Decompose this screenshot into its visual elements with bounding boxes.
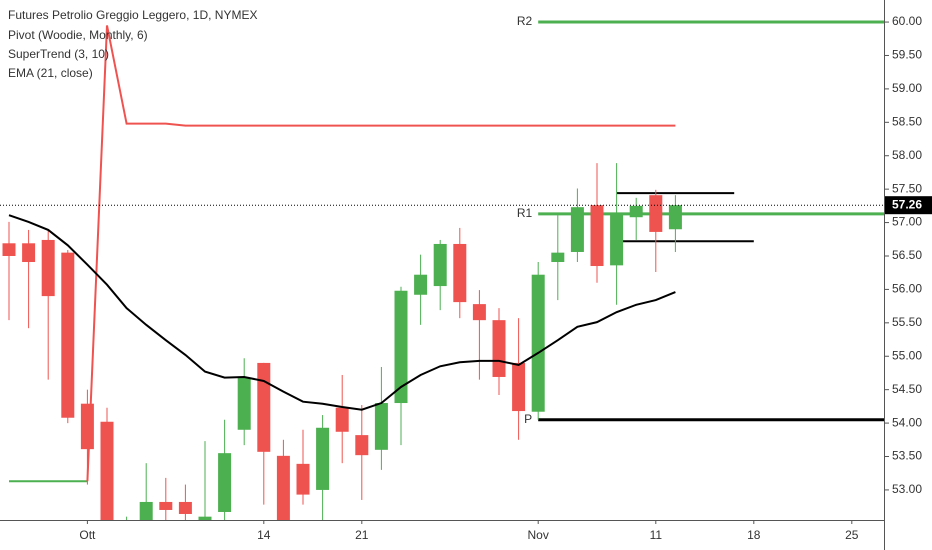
y-tick-label: 53.00 (892, 482, 922, 496)
x-tick-label: Ott (79, 528, 96, 542)
x-tick-label: 21 (355, 528, 369, 542)
candle-body (316, 427, 330, 490)
y-tick-label: 59.50 (892, 48, 922, 62)
candle-body (276, 455, 290, 520)
chart-title: Futures Petrolio Greggio Leggero, 1D, NY… (8, 8, 257, 22)
y-tick-label: 56.00 (892, 282, 922, 296)
y-tick-label: 56.50 (892, 248, 922, 262)
candle-body (100, 421, 114, 520)
y-tick-label: 55.50 (892, 315, 922, 329)
candle-body (296, 463, 310, 495)
candle-body (237, 377, 251, 430)
x-tick-label: 18 (747, 528, 761, 542)
indicator-label: EMA (21, close) (8, 66, 93, 80)
pivot-label: P (524, 412, 532, 426)
candle-body (668, 205, 682, 230)
candle-body (512, 362, 526, 412)
candle-body (649, 195, 663, 232)
y-tick-label: 54.00 (892, 415, 922, 429)
candle-body (61, 252, 75, 418)
y-tick-label: 53.50 (892, 449, 922, 463)
ema-line (8, 214, 676, 411)
candle-body (80, 403, 94, 450)
candle-body (472, 304, 486, 321)
x-tick-label: 11 (650, 528, 663, 542)
candle-body (374, 403, 388, 450)
candle-body (610, 213, 624, 266)
plot-area: R2 R1 P (0, 14, 884, 520)
y-tick-label: 57.50 (892, 181, 922, 195)
y-tick-label: 55.00 (892, 348, 922, 362)
candle-body (218, 453, 232, 512)
candle-body (355, 435, 369, 456)
candle-body (139, 501, 153, 520)
indicator-label: Pivot (Woodie, Monthly, 6) (8, 28, 148, 42)
y-tick-label: 58.50 (892, 114, 922, 128)
last-price-box (885, 196, 932, 215)
candle-body (41, 239, 55, 297)
candle-body (22, 243, 36, 263)
candle-body (492, 320, 506, 377)
candle-body (159, 501, 173, 510)
last-price-label: 57.26 (892, 197, 922, 211)
candle-body (531, 274, 545, 412)
candle-body (257, 362, 271, 452)
x-tick-label: Nov (528, 528, 549, 542)
x-tick-label: 14 (257, 528, 271, 542)
candle-body (198, 516, 212, 520)
candle-body (178, 501, 192, 514)
y-tick-label: 59.00 (892, 81, 922, 95)
candle-body (551, 252, 565, 263)
candle-body (433, 243, 447, 287)
y-tick-label: 54.50 (892, 382, 922, 396)
y-tick-label: 58.00 (892, 148, 922, 162)
pivot-label: R1 (517, 206, 533, 220)
pivot-label: R2 (517, 14, 533, 28)
candle-body (2, 243, 16, 256)
y-tick-label: 60.00 (892, 14, 922, 28)
candle-body (335, 407, 349, 432)
y-tick-label: 57.00 (892, 215, 922, 229)
candle-body (629, 205, 643, 218)
candle-body (414, 274, 428, 295)
candle-body (394, 290, 408, 404)
candle-body (590, 205, 604, 267)
candle-body (570, 207, 584, 252)
indicator-label: SuperTrend (3, 10) (8, 47, 109, 61)
x-tick-label: 25 (845, 528, 859, 542)
supertrend-line (86, 25, 676, 482)
candle-body (453, 243, 467, 303)
